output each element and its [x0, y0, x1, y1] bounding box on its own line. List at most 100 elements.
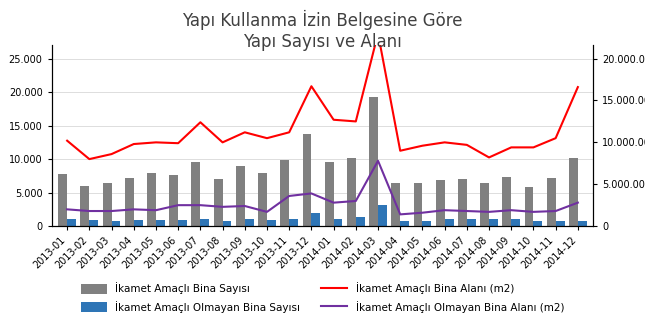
- Bar: [333, 219, 342, 226]
- Bar: [312, 214, 321, 226]
- İkamet Amaçlı Olmayan Bina Alanı (m2): [152, 208, 160, 212]
- Text: Yapı Kullanma İzin Belgesine Göre
Yapı Sayısı ve Alanı: Yapı Kullanma İzin Belgesine Göre Yapı S…: [183, 10, 462, 51]
- Bar: [147, 172, 156, 226]
- İkamet Amaçlı Olmayan Bina Alanı (m2): [308, 192, 315, 195]
- İkamet Amaçlı Olmayan Bina Alanı (m2): [463, 209, 471, 213]
- Bar: [223, 221, 232, 226]
- Line: İkamet Amaçlı Bina Alanı (m2): İkamet Amaçlı Bina Alanı (m2): [67, 34, 578, 159]
- Bar: [90, 220, 98, 226]
- Bar: [245, 219, 253, 226]
- Bar: [324, 162, 333, 226]
- Bar: [436, 180, 444, 226]
- Bar: [422, 221, 432, 226]
- İkamet Amaçlı Olmayan Bina Alanı (m2): [174, 203, 182, 207]
- İkamet Amaçlı Olmayan Bina Alanı (m2): [441, 208, 448, 212]
- Bar: [258, 172, 267, 226]
- Bar: [267, 220, 276, 226]
- İkamet Amaçlı Bina Alanı (m2): [485, 155, 493, 159]
- İkamet Amaçlı Olmayan Bina Alanı (m2): [396, 213, 404, 216]
- İkamet Amaçlı Bina Alanı (m2): [108, 152, 115, 156]
- İkamet Amaçlı Olmayan Bina Alanı (m2): [63, 207, 71, 211]
- Bar: [178, 220, 187, 226]
- İkamet Amaçlı Bina Alanı (m2): [241, 130, 249, 134]
- İkamet Amaçlı Olmayan Bina Alanı (m2): [263, 210, 271, 214]
- İkamet Amaçlı Olmayan Bina Alanı (m2): [86, 209, 94, 213]
- Bar: [524, 187, 533, 226]
- İkamet Amaçlı Olmayan Bina Alanı (m2): [551, 209, 559, 213]
- Bar: [489, 219, 498, 226]
- Bar: [67, 219, 76, 226]
- Bar: [555, 221, 564, 226]
- İkamet Amaçlı Olmayan Bina Alanı (m2): [374, 159, 382, 163]
- İkamet Amaçlı Olmayan Bina Alanı (m2): [285, 194, 293, 198]
- Bar: [578, 221, 587, 226]
- Bar: [169, 175, 178, 226]
- İkamet Amaçlı Olmayan Bina Alanı (m2): [330, 201, 337, 204]
- İkamet Amaçlı Bina Alanı (m2): [396, 149, 404, 153]
- Bar: [58, 174, 67, 226]
- Bar: [356, 217, 364, 226]
- İkamet Amaçlı Bina Alanı (m2): [308, 84, 315, 88]
- Legend: İkamet Amaçlı Bina Sayısı, İkamet Amaçlı Olmayan Bina Sayısı, İkamet Amaçlı Bina: İkamet Amaçlı Bina Sayısı, İkamet Amaçlı…: [75, 277, 570, 318]
- Bar: [347, 158, 356, 226]
- İkamet Amaçlı Bina Alanı (m2): [330, 118, 337, 122]
- Bar: [533, 221, 542, 226]
- İkamet Amaçlı Bina Alanı (m2): [530, 145, 537, 149]
- Bar: [569, 158, 578, 226]
- Bar: [400, 221, 409, 226]
- İkamet Amaçlı Olmayan Bina Alanı (m2): [530, 210, 537, 214]
- Bar: [511, 219, 520, 226]
- İkamet Amaçlı Olmayan Bina Alanı (m2): [508, 208, 515, 212]
- İkamet Amaçlı Olmayan Bina Alanı (m2): [574, 201, 582, 204]
- Bar: [192, 162, 201, 226]
- Bar: [378, 205, 387, 226]
- Bar: [125, 178, 134, 226]
- İkamet Amaçlı Bina Alanı (m2): [463, 143, 471, 147]
- Bar: [281, 160, 289, 226]
- Bar: [392, 183, 400, 226]
- Bar: [502, 177, 511, 226]
- Bar: [236, 166, 245, 226]
- Bar: [81, 186, 90, 226]
- İkamet Amaçlı Bina Alanı (m2): [152, 141, 160, 144]
- İkamet Amaçlı Bina Alanı (m2): [285, 130, 293, 134]
- Line: İkamet Amaçlı Olmayan Bina Alanı (m2): İkamet Amaçlı Olmayan Bina Alanı (m2): [67, 161, 578, 214]
- İkamet Amaçlı Bina Alanı (m2): [130, 142, 137, 146]
- Bar: [444, 219, 453, 226]
- İkamet Amaçlı Olmayan Bina Alanı (m2): [108, 209, 115, 213]
- İkamet Amaçlı Olmayan Bina Alanı (m2): [485, 210, 493, 214]
- Bar: [413, 182, 422, 226]
- İkamet Amaçlı Bina Alanı (m2): [508, 145, 515, 149]
- İkamet Amaçlı Bina Alanı (m2): [86, 157, 94, 161]
- İkamet Amaçlı Bina Alanı (m2): [419, 144, 426, 148]
- Bar: [103, 182, 112, 226]
- İkamet Amaçlı Bina Alanı (m2): [551, 136, 559, 140]
- Bar: [547, 178, 555, 226]
- Bar: [303, 134, 312, 226]
- Bar: [213, 179, 223, 226]
- İkamet Amaçlı Olmayan Bina Alanı (m2): [219, 205, 226, 209]
- İkamet Amaçlı Bina Alanı (m2): [219, 141, 226, 144]
- İkamet Amaçlı Bina Alanı (m2): [263, 136, 271, 140]
- Bar: [134, 220, 143, 226]
- Bar: [480, 182, 489, 226]
- Bar: [156, 220, 165, 226]
- Bar: [112, 221, 121, 226]
- İkamet Amaçlı Bina Alanı (m2): [574, 85, 582, 89]
- Bar: [458, 179, 467, 226]
- İkamet Amaçlı Bina Alanı (m2): [174, 141, 182, 145]
- İkamet Amaçlı Bina Alanı (m2): [441, 141, 448, 144]
- Bar: [467, 219, 476, 226]
- Bar: [369, 98, 378, 226]
- İkamet Amaçlı Olmayan Bina Alanı (m2): [419, 211, 426, 215]
- İkamet Amaçlı Olmayan Bina Alanı (m2): [197, 203, 204, 207]
- İkamet Amaçlı Bina Alanı (m2): [197, 120, 204, 124]
- Bar: [201, 219, 209, 226]
- İkamet Amaçlı Olmayan Bina Alanı (m2): [352, 199, 360, 203]
- İkamet Amaçlı Olmayan Bina Alanı (m2): [130, 207, 137, 211]
- İkamet Amaçlı Bina Alanı (m2): [63, 139, 71, 143]
- İkamet Amaçlı Bina Alanı (m2): [352, 120, 360, 123]
- İkamet Amaçlı Bina Alanı (m2): [374, 32, 382, 36]
- Bar: [289, 219, 298, 226]
- İkamet Amaçlı Olmayan Bina Alanı (m2): [241, 204, 249, 208]
